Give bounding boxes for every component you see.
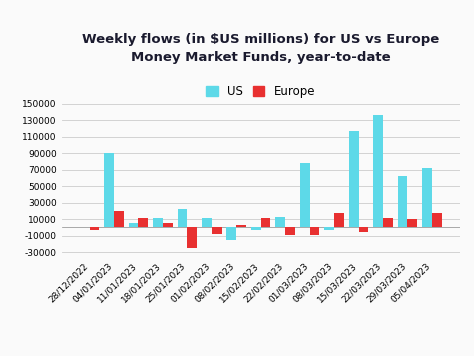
Bar xyxy=(202,218,212,227)
Bar xyxy=(187,227,197,248)
Bar xyxy=(349,131,358,227)
Bar xyxy=(324,227,334,230)
Bar xyxy=(285,227,295,235)
Bar xyxy=(432,214,442,227)
Title: Weekly flows (in $US millions) for US vs Europe
Money Market Funds, year-to-date: Weekly flows (in $US millions) for US vs… xyxy=(82,33,439,64)
Bar xyxy=(104,153,114,227)
Bar xyxy=(300,163,310,227)
Bar xyxy=(212,227,221,234)
Bar xyxy=(153,218,163,227)
Bar xyxy=(275,217,285,227)
Bar xyxy=(90,227,99,230)
Bar xyxy=(358,227,368,232)
Bar xyxy=(178,209,187,227)
Bar xyxy=(251,227,261,230)
Bar xyxy=(310,227,319,235)
Bar xyxy=(373,115,383,227)
Bar xyxy=(128,223,138,227)
Bar xyxy=(261,218,271,227)
Bar xyxy=(114,211,124,227)
Bar xyxy=(334,214,344,227)
Bar xyxy=(383,218,393,227)
Bar xyxy=(236,225,246,227)
Bar xyxy=(422,168,432,227)
Bar xyxy=(138,218,148,227)
Bar xyxy=(227,227,236,240)
Bar xyxy=(163,223,173,227)
Bar xyxy=(398,176,408,227)
Bar xyxy=(408,219,417,227)
Legend: US, Europe: US, Europe xyxy=(206,85,315,98)
